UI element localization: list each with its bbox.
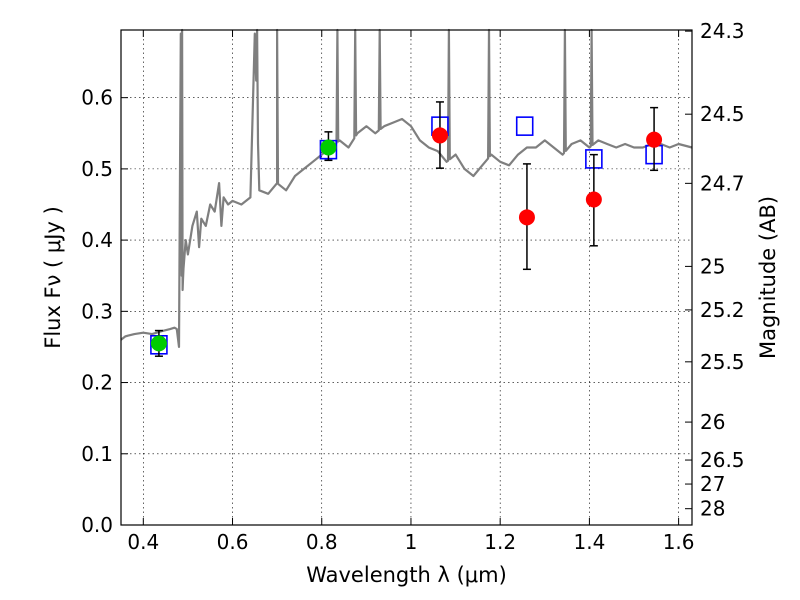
red-flux-point <box>585 191 602 208</box>
y-tick-label: 0.1 <box>81 442 113 466</box>
grid <box>121 30 692 526</box>
observed-photometry <box>150 101 663 357</box>
model-flux-square <box>515 116 534 136</box>
x-tick-label: 0.8 <box>306 530 338 554</box>
template-spectrum <box>120 28 693 348</box>
y2-tick-label: 25 <box>700 254 725 278</box>
y-tick-label: 0.5 <box>81 157 113 181</box>
y2-tick-label: 25.5 <box>700 350 745 374</box>
x-tick-label: 1.4 <box>573 530 605 554</box>
y-tick-label: 0.3 <box>81 299 113 323</box>
y2-tick-label: 27 <box>700 472 725 496</box>
green-flux-point <box>150 335 167 352</box>
y2-tick-label: 24.5 <box>700 102 745 126</box>
y-axis-label: Flux Fν ( μJy ) <box>41 206 65 349</box>
template-spectrum-line <box>120 28 693 348</box>
y-tick-label: 0.4 <box>81 228 113 252</box>
y-tick-label: 0.2 <box>81 371 113 395</box>
x-tick-label: 0.4 <box>127 530 159 554</box>
y2-tick-label: 25.2 <box>700 298 745 322</box>
green-flux-point <box>320 139 337 156</box>
y-tick-label: 0.0 <box>81 513 113 537</box>
red-flux-point <box>431 127 448 144</box>
axis-ticks: 0.4 0.6 0.8 1 1.2 1.4 1.6 0.0 0.1 0.2 0.3 0.4 0.5 0.6… <box>81 19 744 554</box>
model-photometry <box>150 116 663 355</box>
red-flux-point <box>646 131 663 148</box>
x-tick-label: 1 <box>405 530 418 554</box>
y-tick-label: 0.6 <box>81 86 113 110</box>
red-flux-point <box>518 209 535 226</box>
plot-frame <box>120 29 693 526</box>
y2-tick-label: 26.5 <box>700 448 745 472</box>
y2-tick-label: 24.3 <box>700 19 745 43</box>
y2-axis-label: Magnitude (AB) <box>756 196 780 359</box>
x-tick-label: 0.6 <box>217 530 249 554</box>
y2-tick-label: 26 <box>700 410 725 434</box>
y2-tick-label: 28 <box>700 497 725 521</box>
x-tick-label: 1.2 <box>484 530 516 554</box>
x-tick-label: 1.6 <box>663 530 695 554</box>
y2-tick-label: 24.7 <box>700 171 745 195</box>
x-axis-label: Wavelength λ (μm) <box>306 563 507 587</box>
